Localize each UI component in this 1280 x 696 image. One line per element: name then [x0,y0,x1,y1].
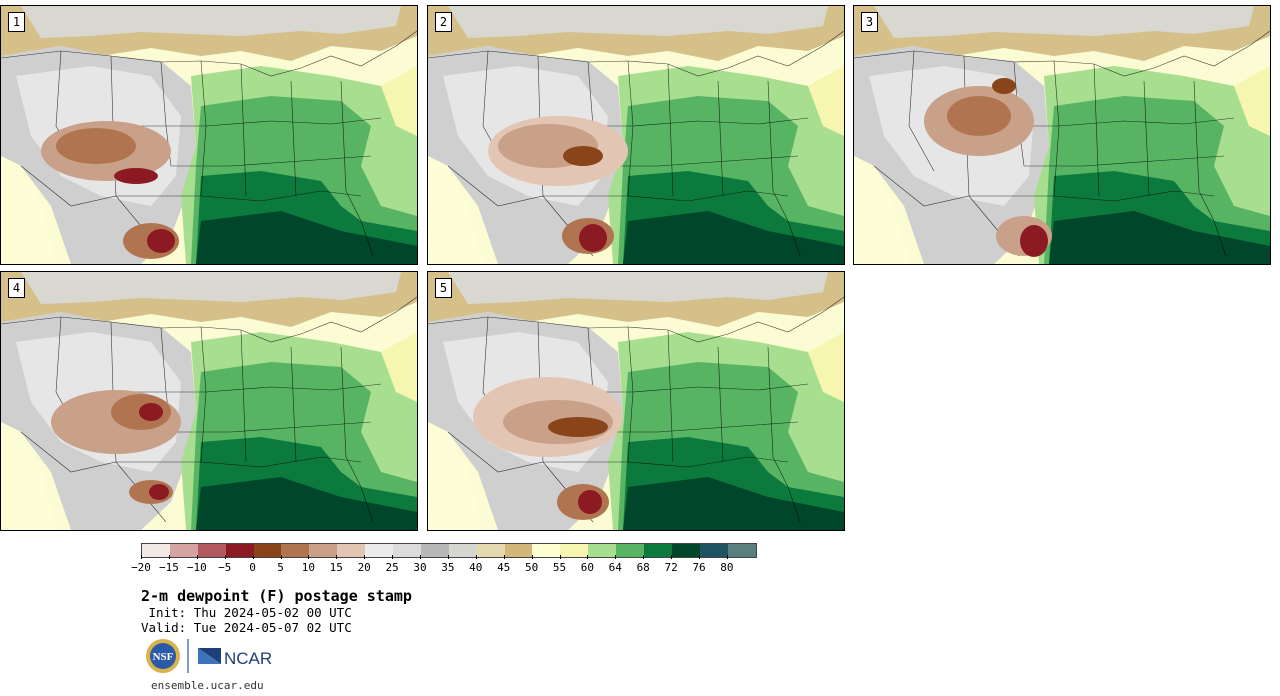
sponsor-logos: NSF NCAR [145,637,275,675]
colorbar-tickmark [336,555,338,559]
colorbar-tickmark [699,555,700,559]
colorbar-swatch [588,544,617,557]
colorbar-tick-label: 10 [301,561,316,574]
colorbar-swatch [365,544,394,557]
colorbar-tick-label: 76 [692,561,706,574]
colorbar-swatch [699,544,728,557]
colorbar-tickmark [671,555,673,559]
colorbar-tickmark [587,555,589,559]
colorbar-tickmark [559,555,561,559]
chart-title: 2-m dewpoint (F) postage stamp [141,587,412,605]
colorbar-swatch [727,544,756,557]
colorbar-tickmark [531,555,533,559]
ensemble-member-map-2: 2 [427,5,845,265]
colorbar-swatch [532,544,561,557]
colorbar-tickmark [447,555,449,559]
colorbar-tickmark [196,555,198,559]
colorbar-tickmark [224,555,226,559]
dewpoint-map [1,272,417,530]
dewpoint-map [854,6,1270,264]
colorbar-tick-label: −15 [158,561,179,574]
colorbar-tickmark [364,555,366,559]
member-number-label: 5 [435,278,452,298]
colorbar-tickmark [615,555,617,559]
nsf-logo-icon: NSF [146,639,180,673]
colorbar-tick-label: 40 [469,561,483,574]
colorbar-swatch [142,544,170,557]
colorbar-tick-label: 68 [636,561,650,574]
colorbar-tick-label: 35 [441,561,455,574]
colorbar-swatch [504,544,533,557]
dewpoint-map [428,272,844,530]
colorbar-swatch [644,544,672,557]
footer-url: ensemble.ucar.edu [151,679,264,692]
colorbar-tickmark [726,555,728,559]
colorbar-swatch [281,544,310,557]
colorbar-tick-label: 60 [580,561,595,574]
colorbar-swatch [671,544,700,557]
member-number-label: 4 [8,278,25,298]
colorbar-tickmark [168,555,170,559]
colorbar-swatch [616,544,645,557]
colorbar-tick-label: 45 [497,561,511,574]
colorbar-swatch [337,544,366,557]
colorbar-tick-label: −10 [186,561,207,574]
colorbar-swatch [393,544,421,557]
colorbar-swatch [225,544,254,557]
ncar-logo-text: NCAR [224,649,272,668]
ensemble-member-map-1: 1 [0,5,418,265]
member-number-label: 3 [861,12,878,32]
ensemble-member-map-3: 3 [853,5,1271,265]
init-time: Init: Thu 2024-05-02 00 UTC [141,605,352,620]
colorbar-tickmark [280,555,282,559]
colorbar-tick-label: 30 [413,561,427,574]
colorbar-swatch [197,544,226,557]
colorbar-tickmark [420,555,421,559]
colorbar-tickmark [392,555,394,559]
colorbar-tick-label: 50 [524,561,539,574]
colorbar-tickmark [308,555,310,559]
colorbar-tickmark [141,555,142,559]
colorbar-tickmark [503,555,505,559]
colorbar-tick-label: −5 [218,561,232,574]
ensemble-member-map-4: 4 [0,271,418,531]
ensemble-member-map-5: 5 [427,271,845,531]
colorbar-tick-label: −20 [131,561,151,574]
dewpoint-colorbar: −20 −15 −10 −5 0 5 10 15 20 25 30 35 40 45 50 55 60 64 68 7… [131,543,757,576]
colorbar-tick-label: 80 [720,561,734,574]
colorbar-tick-label: 15 [329,561,343,574]
colorbar-tick-label: 5 [277,561,284,574]
colorbar-tick-label: 55 [552,561,567,574]
colorbar-swatch [420,544,449,557]
colorbar-tick-label: 72 [664,561,678,574]
ncar-logo-icon: NCAR [198,648,272,668]
colorbar-swatch [169,544,198,557]
member-number-label: 1 [8,12,25,32]
colorbar-tick-label: 64 [608,561,622,574]
colorbar-tick-label: 20 [357,561,371,574]
valid-time: Valid: Tue 2024-05-07 02 UTC [141,620,352,635]
colorbar-swatch [560,544,589,557]
member-number-label: 2 [435,12,452,32]
colorbar-tickmark [643,555,645,559]
colorbar-swatch [448,544,477,557]
dewpoint-map [1,6,417,264]
colorbar-tickmark [475,555,477,559]
colorbar-swatch [309,544,338,557]
colorbar-tick-labels: −20 −15 −10 −5 0 5 10 15 20 25 30 35 40 45 50 55 60 64 68 7… [131,555,757,576]
nsf-logo-text: NSF [153,651,174,663]
colorbar-tick-label: 0 [249,561,256,574]
dewpoint-map [428,6,844,264]
colorbar-swatches [141,543,757,558]
colorbar-tick-label: 25 [385,561,399,574]
colorbar-swatch [476,544,505,557]
colorbar-tickmark [252,555,254,559]
colorbar-swatch [253,544,282,557]
